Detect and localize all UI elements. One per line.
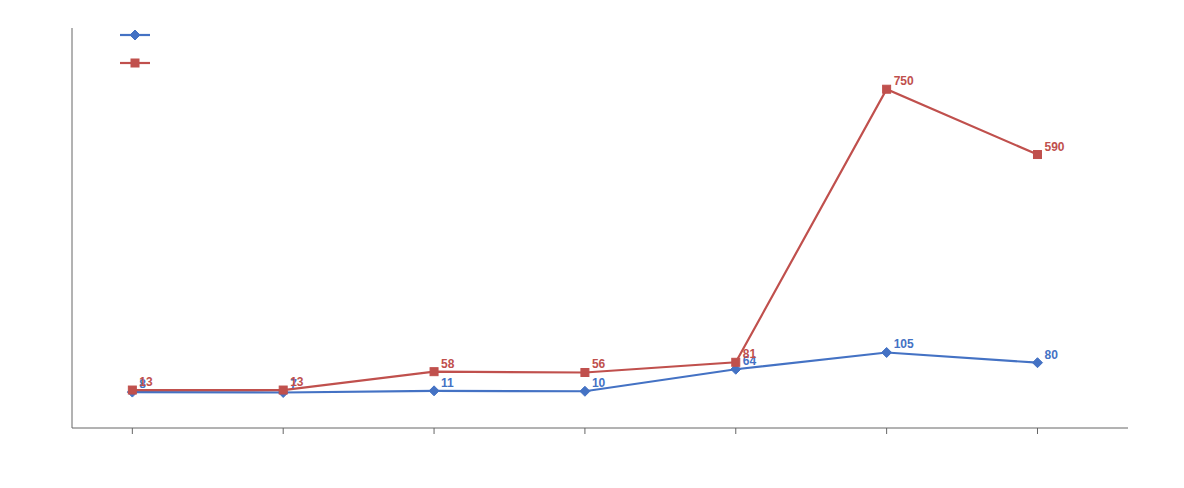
svg-text:590: 590 (1044, 140, 1064, 154)
svg-text:81: 81 (743, 347, 757, 361)
svg-text:10: 10 (592, 376, 606, 390)
svg-text:105: 105 (894, 337, 914, 351)
svg-text:56: 56 (592, 357, 606, 371)
svg-text:750: 750 (894, 74, 914, 88)
svg-text:80: 80 (1044, 348, 1058, 362)
svg-text:58: 58 (441, 357, 455, 371)
svg-text:13: 13 (290, 375, 304, 389)
svg-text:13: 13 (139, 375, 153, 389)
svg-text:11: 11 (441, 376, 454, 390)
